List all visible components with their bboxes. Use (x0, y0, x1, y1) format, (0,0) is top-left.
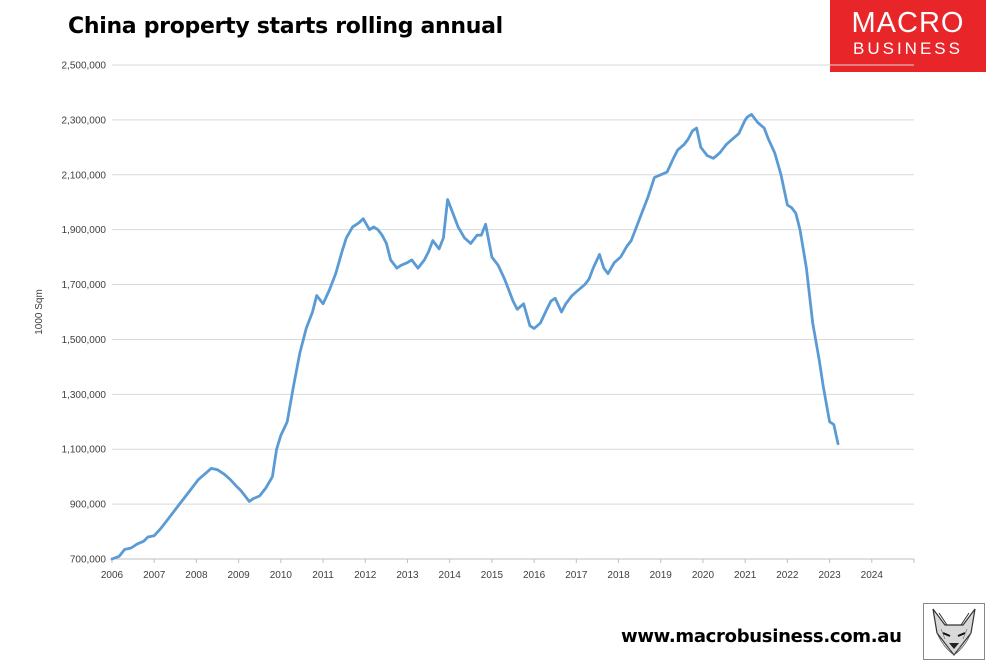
x-tick-label: 2007 (143, 570, 166, 581)
y-axis-label: 1000 Sqm (34, 289, 45, 335)
x-axis-ticks: 2006 2007 2008 2009 2010 2011 2012 2013 2014 2015… (101, 559, 915, 581)
x-tick-label: 2016 (523, 570, 546, 581)
x-tick-label: 2011 (312, 570, 334, 581)
x-tick-label: 2008 (185, 570, 208, 581)
x-tick-label: 2020 (692, 570, 715, 581)
gridlines (112, 64, 914, 505)
x-tick-label: 2006 (101, 570, 124, 581)
macrobusiness-logo: MACRO BUSINESS (830, 0, 986, 72)
y-tick-label: 1,900,000 (62, 225, 107, 236)
y-tick-label: 1,700,000 (62, 280, 107, 291)
series-group (110, 113, 840, 561)
y-axis-ticks: 700,000 900,000 1,100,000 1,300,000 1,500,00… (62, 61, 107, 566)
y-tick-label: 1,100,000 (62, 445, 107, 456)
fox-mascot-icon (923, 603, 985, 660)
x-tick-label: 2010 (270, 570, 293, 581)
y-tick-label: 1,300,000 (62, 390, 107, 401)
y-tick-label: 2,300,000 (62, 115, 107, 126)
x-tick-label: 2023 (818, 570, 841, 581)
series-line (110, 113, 840, 561)
x-tick-label: 2019 (650, 570, 673, 581)
x-tick-label: 2018 (607, 570, 630, 581)
chart-title: China property starts rolling annual (68, 14, 503, 39)
x-tick-label: 2013 (396, 570, 419, 581)
x-tick-label: 2009 (228, 570, 251, 581)
x-tick-label: 2017 (565, 570, 588, 581)
x-tick-label: 2014 (439, 570, 462, 581)
x-tick-label: 2024 (861, 570, 884, 581)
x-tick-label: 2012 (354, 570, 377, 581)
footer-url: www.macrobusiness.com.au (621, 626, 902, 647)
y-tick-label: 2,100,000 (62, 170, 107, 181)
y-tick-label: 700,000 (70, 555, 107, 566)
logo-text-macro: MACRO (851, 7, 965, 39)
x-tick-label: 2021 (734, 570, 757, 581)
x-tick-label: 2015 (481, 570, 504, 581)
y-tick-label: 1,500,000 (62, 335, 107, 346)
logo-text-business: BUSINESS (853, 39, 963, 58)
y-tick-label: 2,500,000 (62, 61, 107, 72)
y-tick-label: 900,000 (70, 500, 107, 511)
x-tick-label: 2022 (776, 570, 799, 581)
